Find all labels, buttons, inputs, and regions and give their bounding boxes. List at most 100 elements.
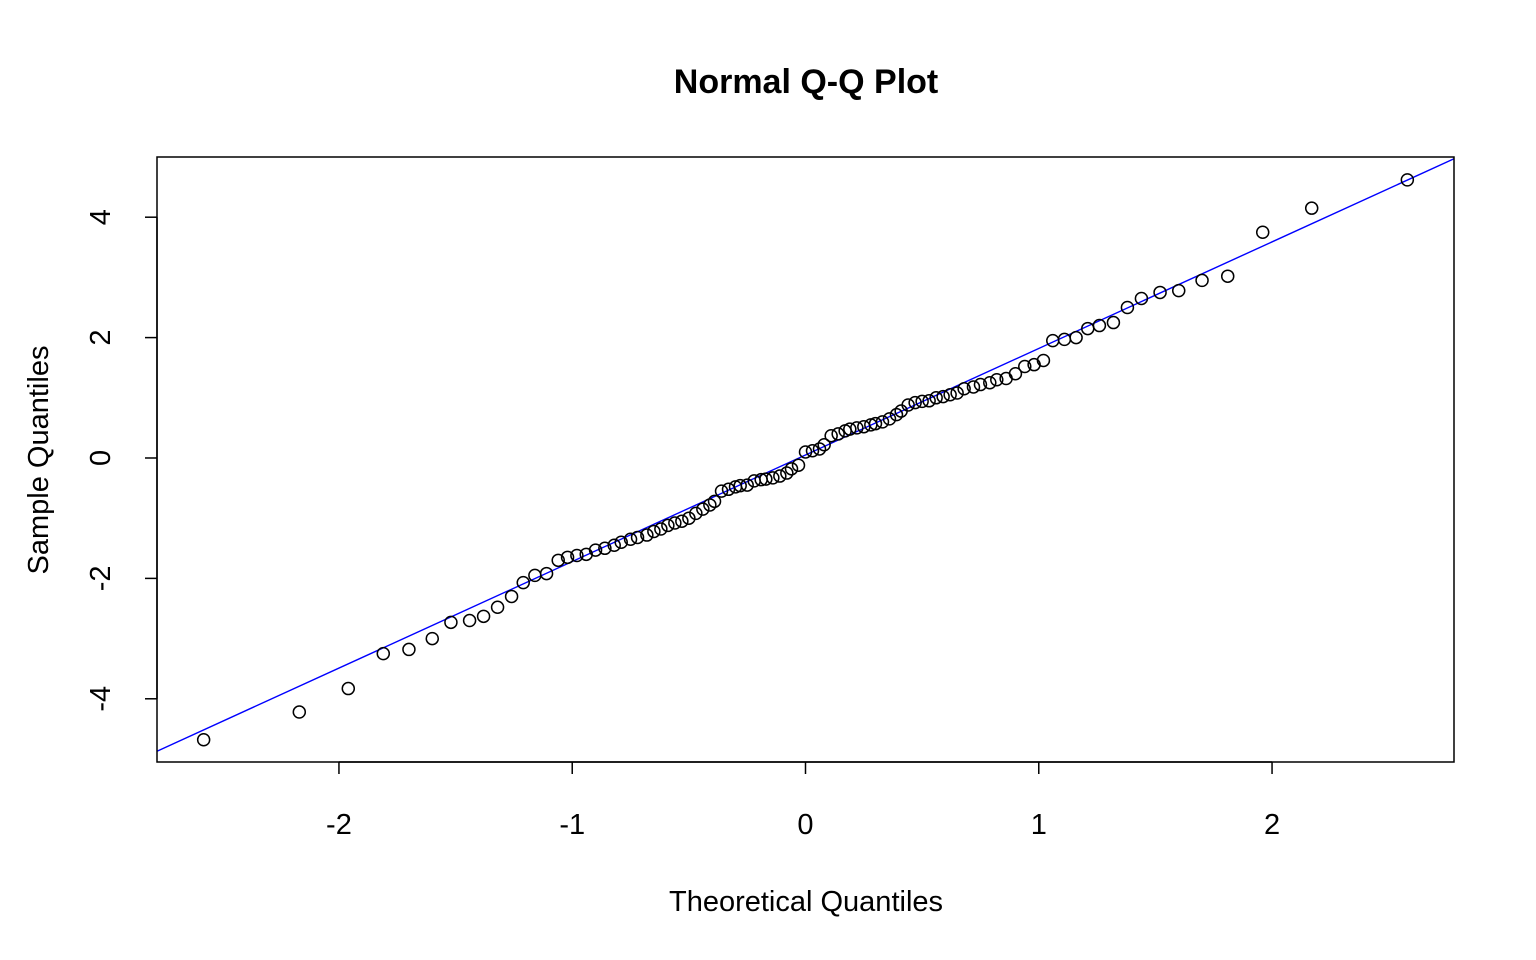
data-point bbox=[560, 550, 575, 565]
data-point bbox=[588, 543, 603, 557]
data-point bbox=[1171, 283, 1186, 298]
data-point bbox=[966, 380, 981, 394]
data-point bbox=[376, 646, 391, 661]
data-point bbox=[696, 502, 710, 516]
data-point bbox=[901, 398, 915, 412]
data-point bbox=[402, 642, 416, 657]
data-point bbox=[539, 566, 554, 581]
x-axis: -2 -1 0 1 2 bbox=[326, 761, 1280, 841]
x-tick-label: 0 bbox=[797, 809, 813, 841]
data-point bbox=[462, 613, 477, 628]
data-point bbox=[1255, 225, 1270, 239]
y-axis: -4 -2 0 2 4 bbox=[85, 209, 158, 712]
points-layer bbox=[196, 173, 1415, 747]
data-point bbox=[490, 600, 505, 615]
data-point bbox=[824, 428, 838, 443]
qq-reference-line bbox=[156, 158, 1455, 752]
data-point bbox=[1220, 269, 1235, 283]
data-point bbox=[614, 535, 628, 550]
data-point bbox=[630, 530, 645, 545]
data-point bbox=[759, 472, 773, 486]
data-point bbox=[721, 482, 736, 497]
data-point bbox=[943, 388, 957, 402]
data-point bbox=[868, 416, 883, 431]
data-point bbox=[551, 553, 565, 568]
data-point bbox=[1092, 318, 1107, 333]
data-point bbox=[607, 538, 621, 553]
data-point bbox=[850, 421, 864, 435]
data-point bbox=[707, 494, 722, 509]
data-point bbox=[640, 528, 654, 542]
data-point bbox=[1304, 201, 1319, 215]
y-tick-label: 0 bbox=[85, 450, 117, 466]
data-point bbox=[733, 478, 747, 493]
data-point bbox=[915, 394, 929, 409]
data-point bbox=[341, 681, 356, 696]
data-point bbox=[983, 375, 997, 390]
data-point bbox=[812, 442, 827, 456]
x-tick-label: -2 bbox=[326, 809, 352, 841]
data-point bbox=[791, 458, 806, 472]
data-point bbox=[570, 548, 584, 563]
y-tick-label: 4 bbox=[85, 209, 117, 225]
data-point bbox=[889, 407, 904, 422]
data-point bbox=[773, 469, 787, 483]
data-point bbox=[740, 478, 754, 492]
y-axis-label: Sample Quantiles bbox=[23, 346, 55, 575]
data-point bbox=[1400, 173, 1415, 187]
data-point bbox=[668, 516, 682, 530]
data-point bbox=[598, 541, 612, 556]
data-point bbox=[936, 389, 950, 404]
data-point bbox=[1134, 291, 1149, 306]
data-point bbox=[817, 438, 831, 452]
data-point bbox=[714, 484, 729, 498]
x-tick-label: 2 bbox=[1264, 809, 1280, 841]
data-point bbox=[805, 444, 820, 458]
data-point bbox=[703, 498, 717, 512]
data-point bbox=[1008, 366, 1023, 381]
x-tick-label: -1 bbox=[559, 809, 585, 841]
y-tick-label: 2 bbox=[85, 330, 117, 346]
data-point bbox=[831, 427, 845, 441]
data-point bbox=[1057, 332, 1072, 347]
data-point bbox=[990, 372, 1004, 387]
data-point bbox=[623, 532, 638, 547]
data-point bbox=[875, 415, 890, 429]
data-point bbox=[1106, 315, 1121, 330]
data-point bbox=[444, 615, 458, 630]
data-point bbox=[647, 524, 661, 539]
data-point bbox=[654, 522, 668, 536]
data-point bbox=[689, 506, 703, 521]
data-point bbox=[766, 471, 780, 485]
data-point bbox=[661, 518, 675, 533]
data-point bbox=[425, 631, 440, 646]
data-point bbox=[1018, 359, 1032, 374]
data-point bbox=[1036, 353, 1051, 368]
data-point bbox=[908, 395, 922, 410]
data-point bbox=[675, 514, 689, 528]
reference-line-layer bbox=[156, 158, 1455, 752]
data-point bbox=[1195, 273, 1209, 288]
data-point bbox=[843, 422, 857, 436]
data-point bbox=[1069, 330, 1083, 345]
data-point bbox=[682, 511, 696, 525]
data-point bbox=[528, 568, 542, 583]
data-point bbox=[516, 575, 530, 590]
data-point bbox=[504, 589, 519, 604]
data-point bbox=[957, 382, 971, 396]
data-point bbox=[1153, 285, 1167, 300]
data-point bbox=[922, 394, 936, 408]
x-axis-label: Theoretical Quantiles bbox=[669, 886, 943, 918]
data-point bbox=[798, 445, 813, 459]
data-point bbox=[882, 412, 897, 426]
x-tick-label: 1 bbox=[1031, 809, 1047, 841]
chart-title: Normal Q-Q Plot bbox=[674, 63, 938, 101]
data-point bbox=[973, 377, 988, 392]
data-point bbox=[196, 732, 211, 747]
data-point bbox=[1120, 300, 1135, 315]
y-tick-label: -4 bbox=[85, 686, 117, 712]
data-point bbox=[476, 609, 491, 624]
data-point bbox=[292, 705, 307, 719]
y-tick-label: -2 bbox=[85, 565, 117, 591]
